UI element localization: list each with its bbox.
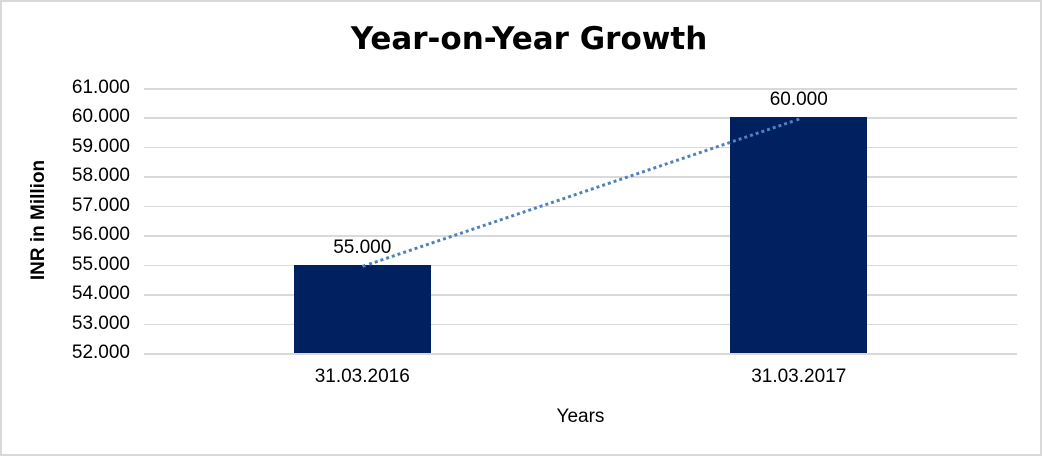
x-tick-label: 31.03.2017 <box>751 366 847 387</box>
y-tick-label: 54.000 <box>71 283 130 305</box>
x-axis-title: Years <box>556 406 605 427</box>
bar-value-label: 60.000 <box>769 89 828 111</box>
gridline <box>144 117 1017 119</box>
x-tick-label: 31.03.2016 <box>314 366 410 387</box>
plot-area: 55.000 60.000 <box>144 88 1017 355</box>
y-tick-label: 61.000 <box>71 77 130 98</box>
gridline <box>144 235 1017 237</box>
chart-title: Year-on-Year Growth <box>350 21 708 57</box>
y-tick-label: 52.000 <box>71 342 130 363</box>
y-tick-label: 57.000 <box>71 194 130 216</box>
gridline <box>144 264 1017 267</box>
gridline <box>144 294 1017 296</box>
y-tick-label: 55.000 <box>71 253 130 275</box>
y-tick-label: 60.000 <box>71 106 130 128</box>
y-tick-label: 56.000 <box>71 224 130 246</box>
y-tick-label: 59.000 <box>71 135 130 157</box>
bar-value-label: 55.000 <box>333 236 392 258</box>
gridline <box>144 88 1017 90</box>
gridline <box>144 323 1017 326</box>
gridline <box>144 176 1017 178</box>
gridline <box>144 205 1017 208</box>
gridline <box>144 353 1017 355</box>
y-tick-label: 53.000 <box>71 312 130 334</box>
y-tick-label: 58.000 <box>71 165 130 187</box>
bar <box>730 117 868 353</box>
gridline <box>144 146 1017 149</box>
bar <box>293 264 431 353</box>
